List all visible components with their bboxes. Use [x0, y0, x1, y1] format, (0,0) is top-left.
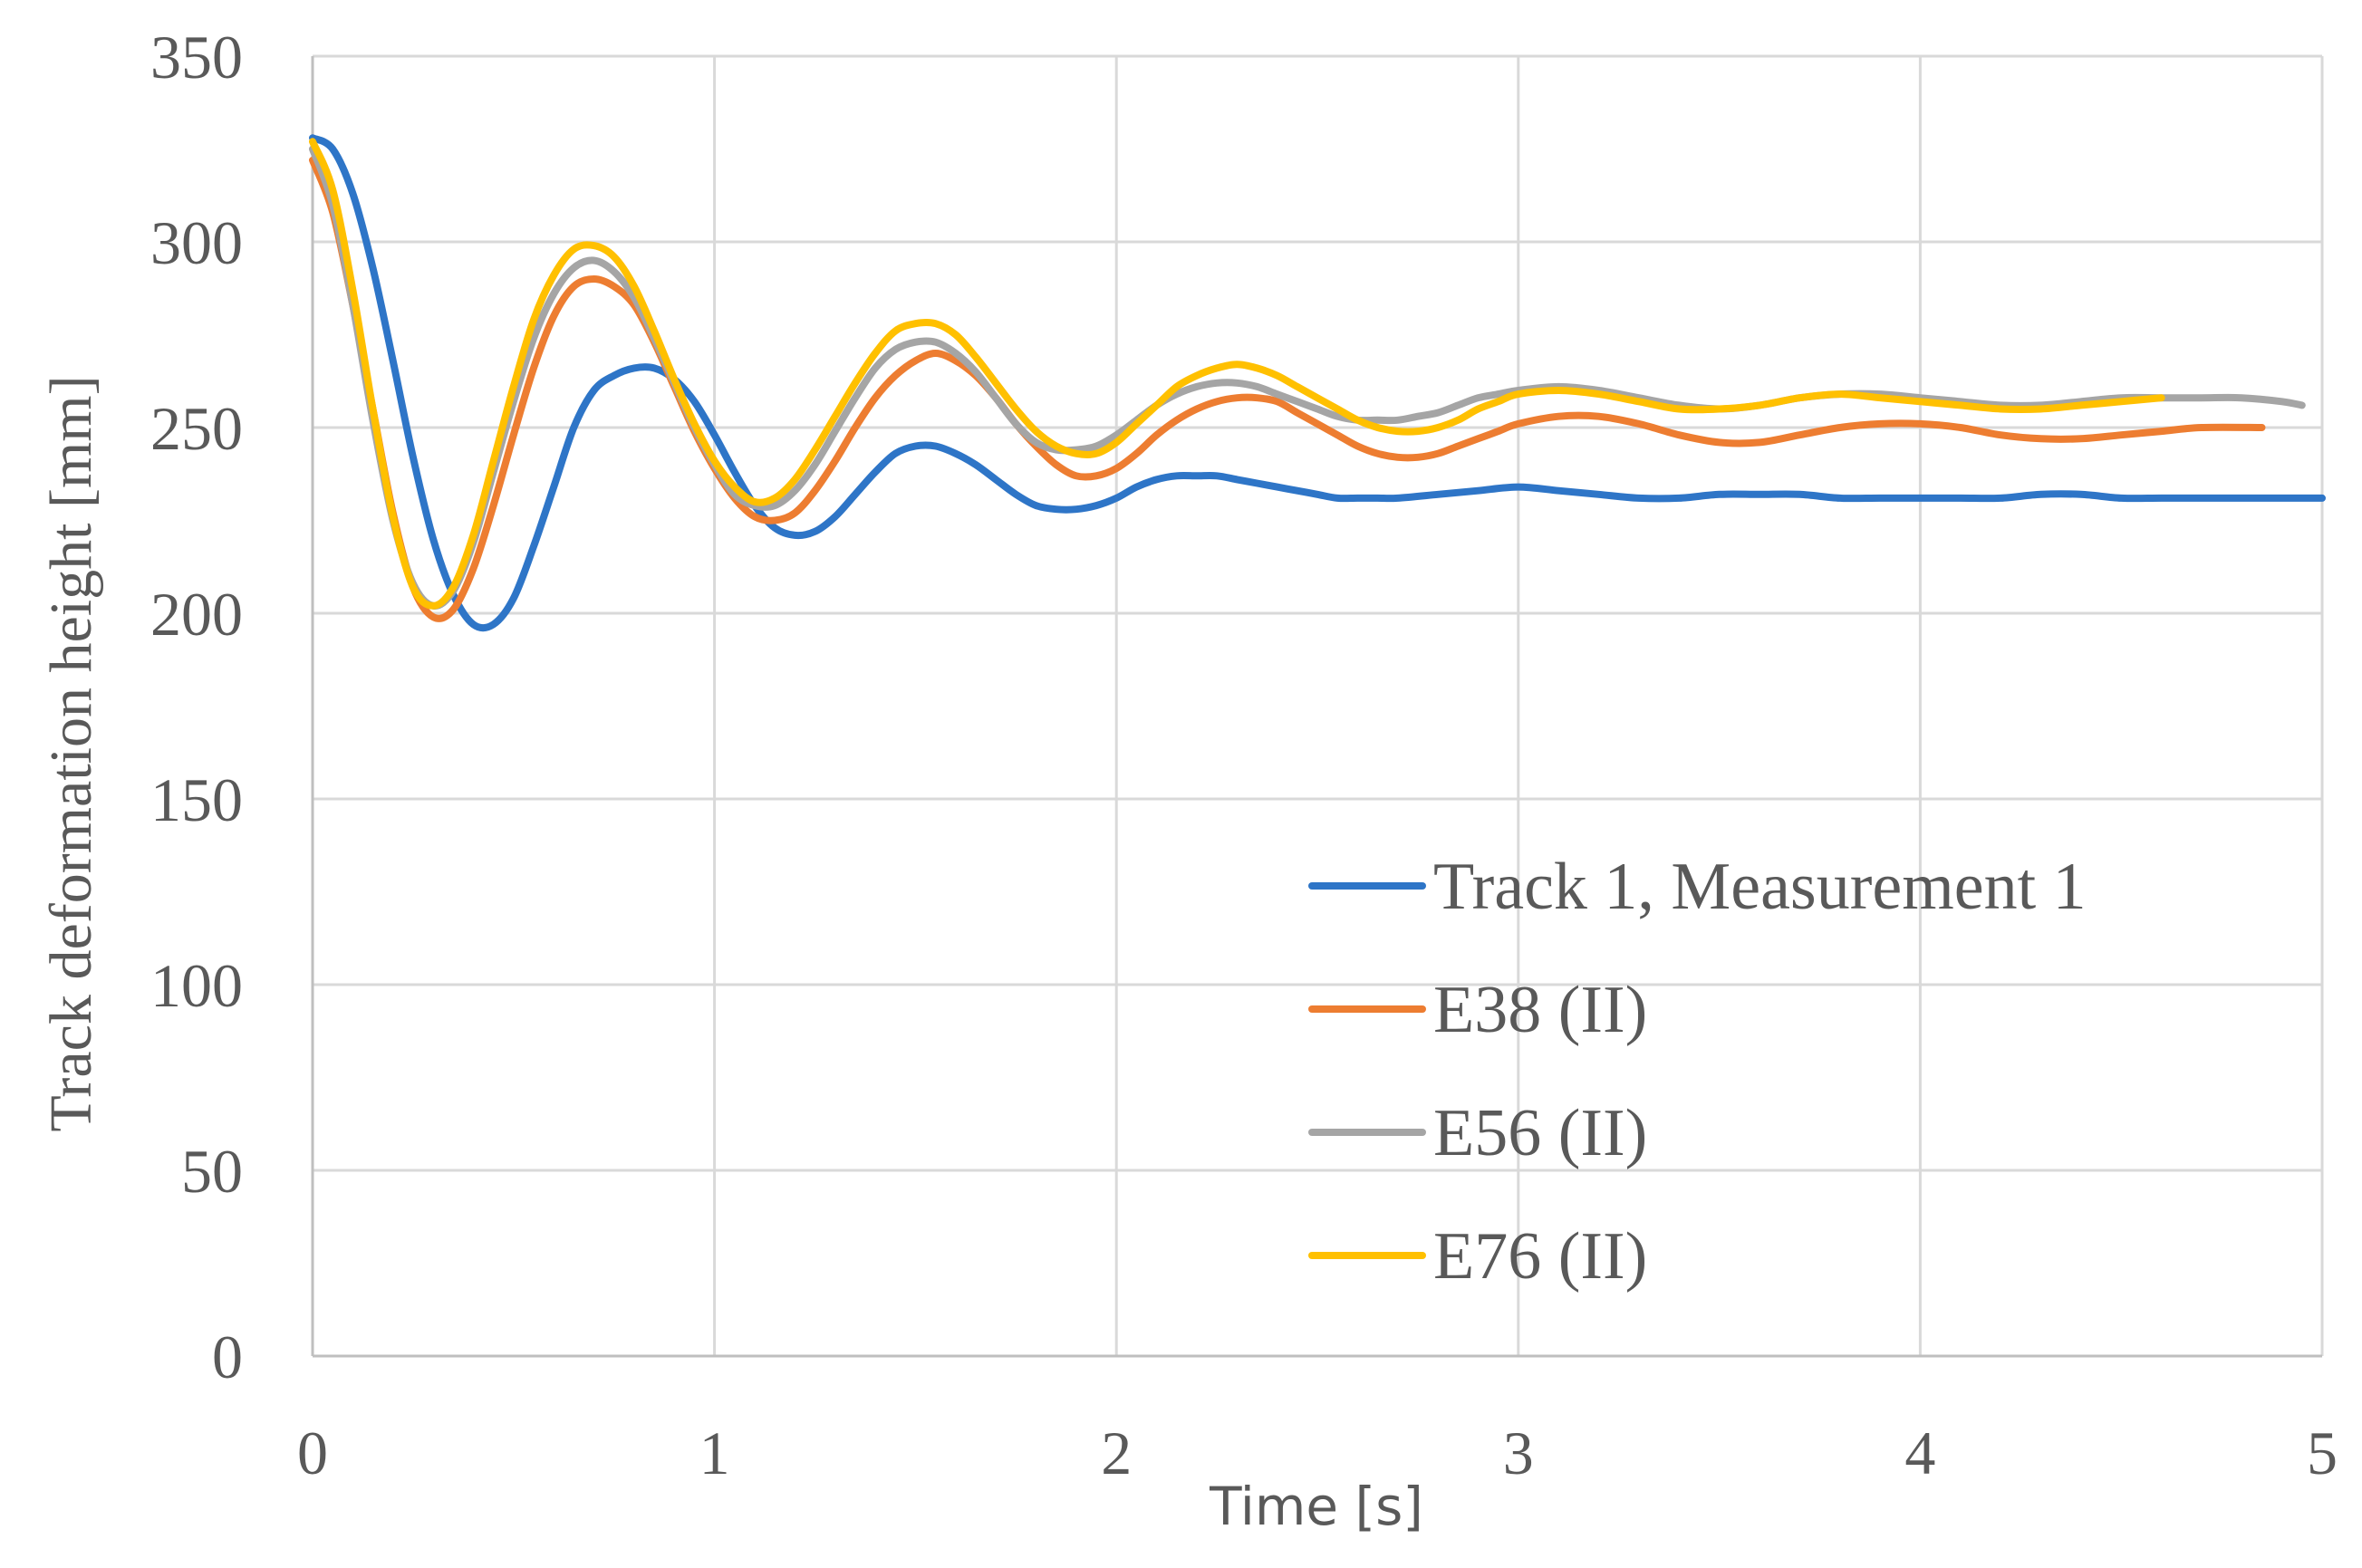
legend-item: E56 (II) [1308, 1096, 1647, 1170]
legend-item: E38 (II) [1308, 973, 1647, 1047]
y-tick-label: 250 [150, 394, 243, 463]
x-tick-label: 4 [1904, 1419, 1935, 1487]
series-line-e38-ii [309, 156, 2266, 622]
legend: Track 1, Measurement 1 E38 (II) E56 (II) E7… [1308, 850, 2087, 1294]
gridlines [313, 54, 2324, 1356]
y-tick-label: 300 [150, 208, 243, 277]
x-tick-label: 1 [699, 1419, 730, 1487]
y-tick-label: 350 [150, 23, 243, 91]
series-lines [309, 134, 2326, 632]
axes [311, 56, 2322, 1358]
x-tick-label: 3 [1503, 1419, 1534, 1487]
x-tick-label: 0 [297, 1419, 328, 1487]
y-tick-labels: 0 50 100 150 200 250 300 350 [150, 23, 243, 1391]
y-tick-label: 150 [150, 765, 243, 834]
y-tick-label: 50 [181, 1137, 243, 1206]
legend-label-track-1-measurement-1: Track 1, Measurement 1 [1433, 850, 2087, 924]
x-tick-labels: 0 1 2 3 4 5 [297, 1419, 2338, 1487]
y-tick-label: 200 [150, 580, 243, 649]
x-axis-title: Time [s] [1209, 1476, 1423, 1537]
y-axis-title: Track deformation height [mm] [38, 375, 104, 1131]
legend-item: Track 1, Measurement 1 [1308, 850, 2087, 924]
y-tick-label: 0 [212, 1323, 243, 1391]
series-line-track-1-measurement-1 [309, 134, 2326, 632]
series-line-e76-ii [309, 138, 2165, 610]
legend-item: E76 (II) [1308, 1219, 1647, 1294]
x-tick-label: 2 [1101, 1419, 1132, 1487]
x-tick-label: 5 [2307, 1419, 2338, 1487]
legend-label-e38-ii: E38 (II) [1433, 973, 1647, 1047]
legend-label-e56-ii: E56 (II) [1433, 1096, 1647, 1170]
legend-label-e76-ii: E76 (II) [1433, 1219, 1647, 1294]
y-tick-label: 100 [150, 951, 243, 1020]
